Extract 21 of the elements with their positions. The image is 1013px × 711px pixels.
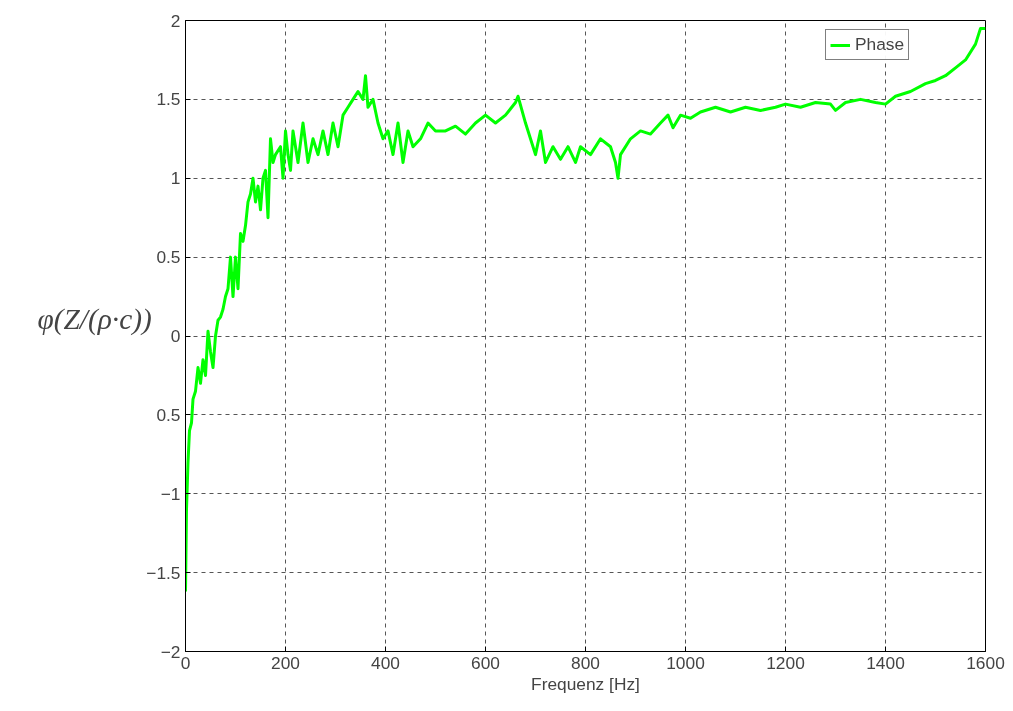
x-tick-label: 1400 xyxy=(866,652,905,673)
y-axis-title: φ(Z/(ρ·c)) xyxy=(37,302,152,336)
x-tick-label: 1600 xyxy=(966,652,1005,673)
line-series xyxy=(185,26,986,594)
y-tick-label: 0 xyxy=(170,326,181,346)
y-tick-label: −1.5 xyxy=(146,562,181,583)
x-tick-label: 1000 xyxy=(666,652,705,673)
y-tick-label: 1 xyxy=(170,168,181,189)
y-tick-label: 0.5 xyxy=(156,247,181,268)
x-tick-label: 600 xyxy=(471,652,500,673)
x-tick-label: 400 xyxy=(371,652,400,673)
y-tick-label: 1.5 xyxy=(156,89,181,110)
y-tick-label: 0.5 xyxy=(156,404,181,425)
x-tick-label: 1200 xyxy=(766,652,805,673)
x-axis-title: Frequenz [Hz] xyxy=(531,673,640,694)
x-tick-label: 800 xyxy=(571,652,600,673)
x-tick-label: 200 xyxy=(271,652,300,673)
legend-label: Phase xyxy=(855,34,905,55)
y-tick-label: −1 xyxy=(160,483,181,504)
y-tick-label: 2 xyxy=(170,10,181,31)
y-tick-label: −2 xyxy=(160,641,181,662)
